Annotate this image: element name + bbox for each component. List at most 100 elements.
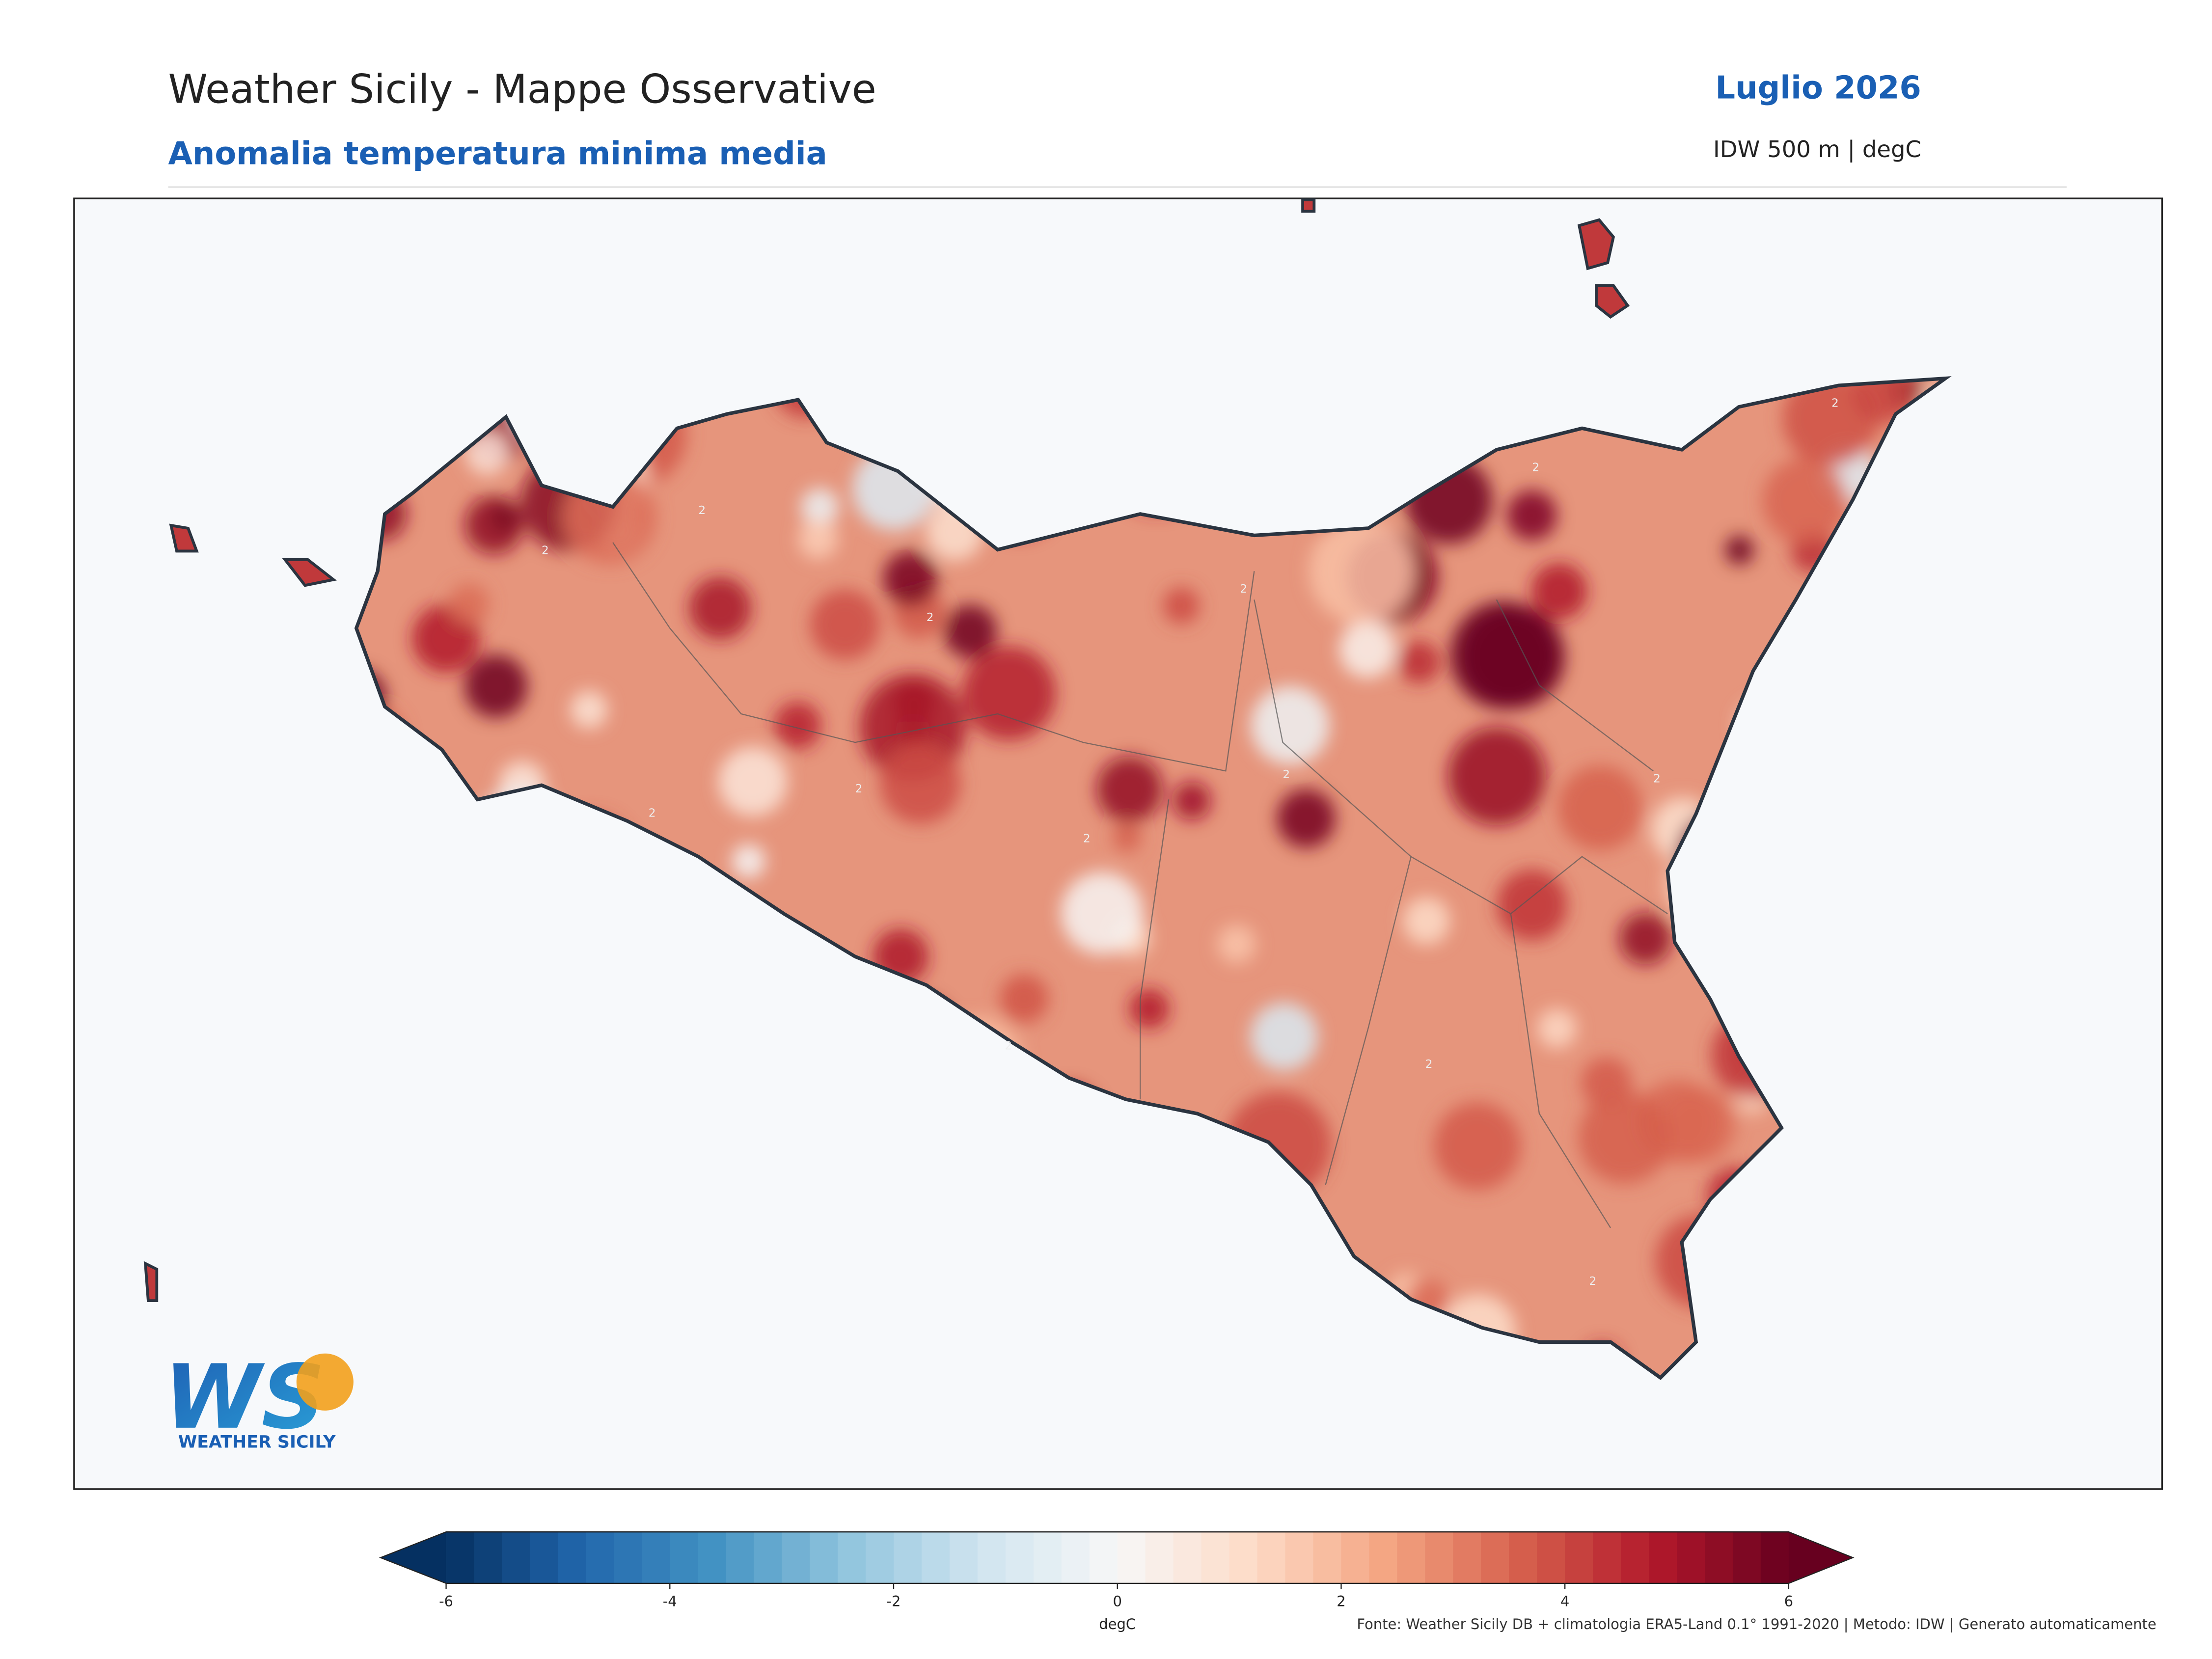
field-blob xyxy=(464,654,528,718)
colorbar-step xyxy=(1313,1532,1342,1583)
colorbar-extend-low xyxy=(381,1532,446,1583)
logo-mark: WS xyxy=(164,1346,325,1449)
field-blob xyxy=(1173,782,1211,820)
colorbar-step xyxy=(782,1532,811,1583)
colorbar-step xyxy=(1481,1532,1510,1583)
logo: WS WEATHER SICILY xyxy=(164,1346,354,1452)
contour-label: 2 xyxy=(1005,1039,1012,1052)
field-blob xyxy=(1129,988,1170,1029)
contour-label: 2 xyxy=(649,806,656,819)
colorbar-step xyxy=(1649,1532,1678,1583)
colorbar-step xyxy=(1732,1532,1762,1583)
contour-label: 2 xyxy=(927,611,934,624)
field-blob xyxy=(1725,536,1754,565)
colorbar-step xyxy=(1704,1532,1734,1583)
colorbar-step xyxy=(921,1532,951,1583)
field-blob xyxy=(1250,1003,1318,1071)
colorbar-tick-label: 2 xyxy=(1337,1593,1345,1609)
footer: Fonte: Weather Sicily DB + climatologia … xyxy=(1357,1616,2156,1632)
field-blob xyxy=(810,589,880,660)
contour-labels: 2 2 2 2 2 2 2 2 2 2 2 2 2 2 xyxy=(542,397,1839,1288)
colorbar-step xyxy=(838,1532,867,1583)
field-blob xyxy=(1537,1008,1577,1049)
colorbar-step xyxy=(1061,1532,1091,1583)
contour-label: 2 xyxy=(1589,1275,1597,1288)
field-blob xyxy=(879,742,961,824)
colorbar-tick-label: -4 xyxy=(663,1593,677,1609)
colorbar-step xyxy=(558,1532,587,1583)
colorbar-step xyxy=(670,1532,699,1583)
colorbar-step xyxy=(614,1532,643,1583)
colorbar-step xyxy=(446,1532,475,1583)
contour-label: 2 xyxy=(698,504,706,517)
colorbar-step xyxy=(1285,1532,1314,1583)
colorbar-step xyxy=(1425,1532,1454,1583)
contour-label: 2 xyxy=(1425,1058,1433,1071)
field-blob xyxy=(1449,601,1557,709)
contour-label: 2 xyxy=(1831,397,1839,410)
colorbar-step xyxy=(1173,1532,1202,1583)
period: Luglio 2026 xyxy=(1715,70,1921,107)
field-blob xyxy=(1578,1091,1671,1184)
colorbar-step xyxy=(866,1532,895,1583)
field-blob xyxy=(1251,686,1330,765)
field-blob xyxy=(1762,458,1848,544)
colorbar-tick-label: 0 xyxy=(1113,1593,1121,1609)
logo-name: WEATHER SICILY xyxy=(178,1433,336,1452)
colorbar-step xyxy=(1453,1532,1482,1583)
colorbar-step xyxy=(1369,1532,1398,1583)
colorbar-step xyxy=(698,1532,727,1583)
colorbar-step xyxy=(1397,1532,1426,1583)
field-blob xyxy=(689,576,752,640)
colorbar-step xyxy=(474,1532,503,1583)
colorbar-step xyxy=(1117,1532,1147,1583)
colorbar-step xyxy=(1760,1532,1790,1583)
colorbar-step xyxy=(893,1532,923,1583)
subtitle: Anomalia temperatura minima media xyxy=(168,136,827,172)
field-blob xyxy=(1308,518,1414,624)
contour-label: 2 xyxy=(855,782,863,795)
colorbar-step xyxy=(1341,1532,1370,1583)
field-blob xyxy=(718,747,788,816)
field-blob xyxy=(1277,789,1336,848)
field-blob xyxy=(1217,925,1256,964)
colorbar-step xyxy=(1005,1532,1035,1583)
colorbar-step xyxy=(1089,1532,1119,1583)
contour-label: 2 xyxy=(1283,768,1290,781)
field-blob xyxy=(1853,378,1915,424)
title: Weather Sicily - Mappe Osservative xyxy=(168,66,876,112)
contour-label: 2 xyxy=(1083,832,1091,845)
colorbar-step xyxy=(586,1532,615,1583)
field-blob xyxy=(1113,822,1142,852)
contour-label: 2 xyxy=(542,544,549,557)
field-blob xyxy=(1402,897,1450,945)
field-blob xyxy=(1061,871,1144,954)
colorbar-step xyxy=(754,1532,783,1583)
field-blob xyxy=(962,646,1056,740)
field-blob xyxy=(1000,974,1049,1023)
colorbar-step xyxy=(530,1532,559,1583)
colorbar-step xyxy=(977,1532,1007,1583)
colorbar-step xyxy=(1565,1532,1594,1583)
colorbar-step xyxy=(1229,1532,1258,1583)
field-blob xyxy=(943,604,997,658)
colorbar-step xyxy=(1257,1532,1286,1583)
colorbar-step xyxy=(1509,1532,1538,1583)
field-blob xyxy=(1531,563,1587,620)
colorbar-step xyxy=(726,1532,755,1583)
colorbar-tick-label: -6 xyxy=(439,1593,453,1609)
province-borders xyxy=(612,542,1668,1228)
colorbar: -6 -4 -2 0 2 4 6 degC xyxy=(379,1531,1855,1632)
colorbar-step xyxy=(1537,1532,1566,1583)
colorbar-step xyxy=(502,1532,531,1583)
islands xyxy=(143,198,1630,1303)
contour-label: 2 xyxy=(1653,772,1661,786)
colorbar-step xyxy=(1677,1532,1706,1583)
field-blob xyxy=(1619,912,1672,965)
field-blob xyxy=(1447,727,1546,826)
field-blob xyxy=(774,702,821,749)
field-blob xyxy=(1433,1102,1521,1190)
field-blob xyxy=(882,551,938,606)
colorbar-tick-label: 6 xyxy=(1784,1593,1793,1609)
contour-label: 2 xyxy=(1532,461,1539,474)
